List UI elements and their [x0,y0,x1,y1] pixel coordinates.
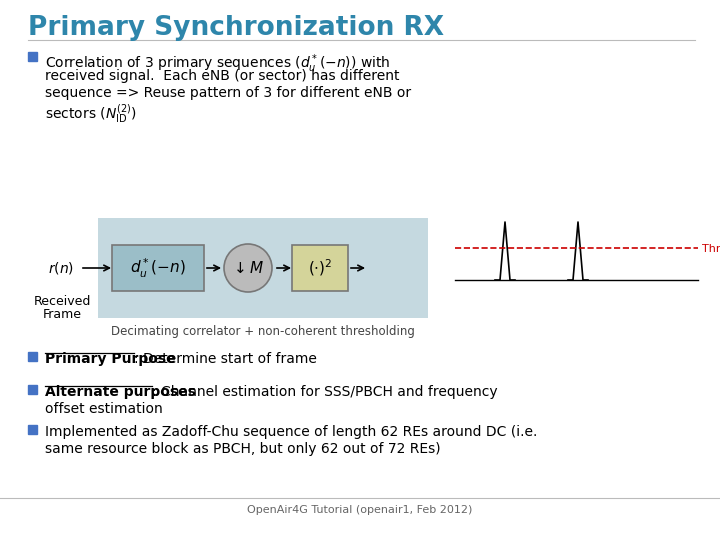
Text: Primary Synchronization RX: Primary Synchronization RX [28,15,444,41]
FancyBboxPatch shape [112,245,204,291]
FancyBboxPatch shape [292,245,348,291]
FancyBboxPatch shape [28,352,37,361]
Text: same resource block as PBCH, but only 62 out of 72 REs): same resource block as PBCH, but only 62… [45,442,441,456]
Text: $r(n)$: $r(n)$ [48,260,74,276]
Text: Implemented as Zadoff-Chu sequence of length 62 REs around DC (i.e.: Implemented as Zadoff-Chu sequence of le… [45,425,537,439]
FancyBboxPatch shape [98,218,428,318]
Text: Threshold: Threshold [702,244,720,254]
Circle shape [224,244,272,292]
Text: offset estimation: offset estimation [45,402,163,416]
Text: Received: Received [33,295,91,308]
Text: : Channel estimation for SSS/PBCH and frequency: : Channel estimation for SSS/PBCH and fr… [152,385,498,399]
Text: $(\cdot)^2$: $(\cdot)^2$ [307,258,333,278]
FancyBboxPatch shape [28,425,37,434]
Text: Decimating correlator + non-coherent thresholding: Decimating correlator + non-coherent thr… [111,325,415,338]
Text: Primary Purpose: Primary Purpose [45,352,176,366]
Text: sectors ($N_{\mathrm{ID}}^{(2)}$): sectors ($N_{\mathrm{ID}}^{(2)}$) [45,103,137,125]
Text: received signal.  Each eNB (or sector) has different: received signal. Each eNB (or sector) ha… [45,69,400,83]
Text: Frame: Frame [42,308,81,321]
Text: Alternate purposes: Alternate purposes [45,385,196,399]
Text: $\downarrow M$: $\downarrow M$ [231,260,265,276]
Text: OpenAir4G Tutorial (openair1, Feb 2012): OpenAir4G Tutorial (openair1, Feb 2012) [247,505,473,515]
Text: sequence => Reuse pattern of 3 for different eNB or: sequence => Reuse pattern of 3 for diffe… [45,86,411,100]
FancyBboxPatch shape [28,385,37,394]
FancyBboxPatch shape [28,52,37,61]
Text: $d^*_u(-n)$: $d^*_u(-n)$ [130,256,186,280]
Text: : Determine start of frame: : Determine start of frame [134,352,317,366]
Text: Correlation of 3 primary sequences ($d^*_u(-n)$) with: Correlation of 3 primary sequences ($d^*… [45,52,390,75]
